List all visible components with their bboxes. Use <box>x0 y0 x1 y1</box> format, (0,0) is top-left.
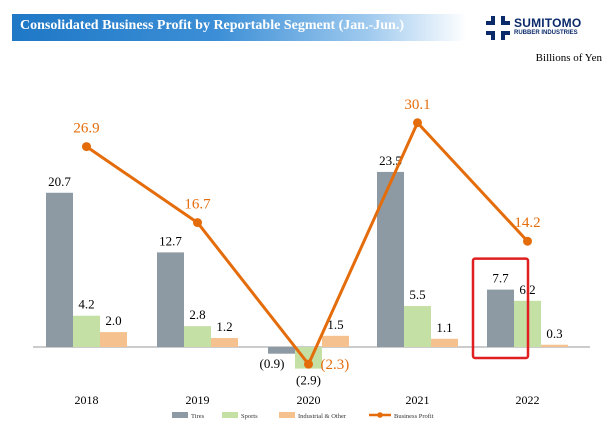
bar-industrial-other-2021 <box>431 338 458 347</box>
x-tick-2018: 2018 <box>75 393 99 407</box>
legend-swatch-industrial-other <box>279 412 295 418</box>
legend-swatch-sports <box>222 412 238 418</box>
label-business-profit-2020: (2.3) <box>321 357 350 373</box>
bar-tires-2021 <box>377 171 404 347</box>
label-business-profit-2021: 30.1 <box>404 97 430 113</box>
label-sports-2019: 2.8 <box>189 307 205 322</box>
bar-industrial-other-2018 <box>100 332 127 347</box>
bar-sports-2021 <box>404 306 431 347</box>
point-business-profit-2019 <box>193 218 202 228</box>
header-bar: Consolidated Business Profit by Reportab… <box>12 14 467 41</box>
point-business-profit-2020 <box>304 359 313 369</box>
label-industrial-other-2018: 2.0 <box>105 313 121 328</box>
label-business-profit-2019: 16.7 <box>184 197 211 213</box>
point-business-profit-2018 <box>82 142 91 152</box>
label-industrial-other-2022: 0.3 <box>546 326 562 341</box>
label-tires-2020: (0.9) <box>260 356 285 371</box>
x-tick-2020: 2020 <box>297 393 321 407</box>
x-tick-2019: 2019 <box>186 393 210 407</box>
point-business-profit-2021 <box>413 118 422 128</box>
label-business-profit-2022: 14.2 <box>514 215 540 231</box>
label-sports-2020: (2.9) <box>296 373 321 388</box>
label-tires-2019: 12.7 <box>159 233 182 248</box>
label-tires-2021: 23.5 <box>379 153 402 168</box>
page-title: Consolidated Business Profit by Reportab… <box>20 18 404 33</box>
point-business-profit-2022 <box>523 236 532 246</box>
bar-sports-2018 <box>73 315 100 347</box>
label-sports-2021: 5.5 <box>409 287 425 302</box>
bar-tires-2022 <box>487 289 514 347</box>
legend-label-sports: Sports <box>241 413 258 420</box>
logo-name: SUMITOMO <box>514 16 582 30</box>
unit-label: Billions of Yen <box>535 52 602 64</box>
logo-subtitle: RUBBER INDUSTRIES <box>514 30 578 36</box>
label-tires-2018: 20.7 <box>48 174 71 189</box>
bar-industrial-other-2022 <box>541 344 568 347</box>
bar-tires-2020 <box>268 347 295 354</box>
label-tires-2022: 7.7 <box>492 271 509 286</box>
legend-label-tires: Tires <box>191 413 205 420</box>
legend-label-industrial-other: Industrial & Other <box>298 413 347 420</box>
label-business-profit-2018: 26.9 <box>73 121 99 137</box>
legend-swatch-tires <box>172 412 188 418</box>
legend-marker-business-profit <box>377 412 383 418</box>
highlight-box-2022 <box>471 257 530 360</box>
legend-label-business-profit: Business Profit <box>394 413 434 420</box>
x-tick-2021: 2021 <box>406 393 430 407</box>
bar-industrial-other-2019 <box>211 338 238 347</box>
label-sports-2018: 4.2 <box>78 297 94 312</box>
line-business-profit <box>85 121 529 366</box>
x-tick-2022: 2022 <box>516 393 540 407</box>
label-industrial-other-2019: 1.2 <box>216 319 232 334</box>
bar-industrial-other-2020 <box>322 335 349 347</box>
bar-tires-2019 <box>157 252 184 347</box>
company-logo: SUMITOMO RUBBER INDUSTRIES <box>486 13 606 43</box>
bar-tires-2018 <box>46 192 73 347</box>
label-industrial-other-2021: 1.1 <box>436 320 452 335</box>
label-industrial-other-2020: 1.5 <box>327 317 343 332</box>
bar-sports-2019 <box>184 326 211 347</box>
logo-icon <box>486 16 510 40</box>
